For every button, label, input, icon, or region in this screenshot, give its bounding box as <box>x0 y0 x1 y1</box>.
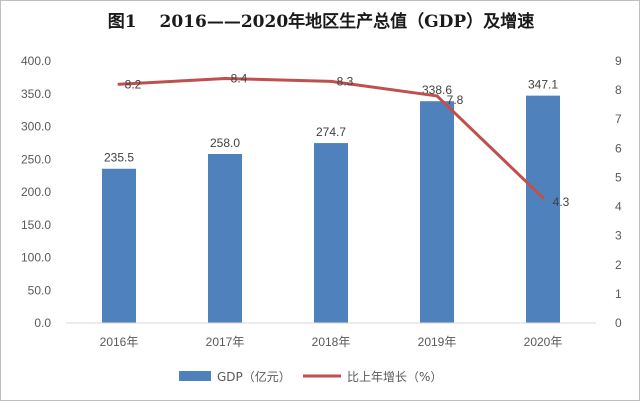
gdp-bar <box>102 168 136 323</box>
y-left-tick-label: 300.0 <box>21 120 51 134</box>
gdp-bar-label: 235.5 <box>104 151 134 165</box>
gdp-bar <box>526 95 560 323</box>
growth-label: 8.4 <box>231 71 248 85</box>
growth-point <box>435 94 439 98</box>
x-tick-label: 2016年 <box>100 335 139 349</box>
x-tick-label: 2019年 <box>418 335 457 349</box>
y-right-tick-label: 1 <box>615 287 622 301</box>
growth-label: 7.8 <box>447 93 464 107</box>
y-right-tick-label: 6 <box>615 141 622 155</box>
y-left-tick-label: 50.0 <box>28 283 52 297</box>
x-tick-label: 2020年 <box>524 335 563 349</box>
y-right-tick-label: 9 <box>615 54 622 68</box>
legend-label-gdp: GDP（亿元） <box>217 369 291 384</box>
x-tick-label: 2018年 <box>312 335 351 349</box>
growth-point <box>117 82 121 86</box>
y-right-tick-label: 8 <box>615 83 622 97</box>
y-left-tick-label: 250.0 <box>21 152 51 166</box>
y-right-tick-label: 2 <box>615 258 622 272</box>
growth-point <box>329 79 333 83</box>
y-left-tick-label: 350.0 <box>21 87 51 101</box>
chart-title: 图1 2016——2020年地区生产总值（GDP）及增速 <box>107 12 535 32</box>
y-left-tick-label: 150.0 <box>21 218 51 232</box>
gdp-bar <box>208 154 242 323</box>
gdp-bar <box>314 143 348 323</box>
growth-label: 8.2 <box>125 77 142 91</box>
growth-label: 4.3 <box>553 195 570 209</box>
y-right-tick-label: 4 <box>615 200 622 214</box>
growth-point <box>541 196 545 200</box>
growth-point <box>223 76 227 80</box>
y-left-tick-label: 400.0 <box>21 54 51 68</box>
x-tick-label: 2017年 <box>206 335 245 349</box>
y-right-tick-label: 0 <box>615 316 622 330</box>
legend-swatch-gdp <box>179 371 211 381</box>
gdp-bar-label: 274.7 <box>316 125 346 139</box>
growth-label: 8.3 <box>337 74 354 88</box>
y-left-tick-label: 0.0 <box>34 316 51 330</box>
gdp-bar-label: 258.0 <box>210 136 240 150</box>
gdp-bar <box>420 101 454 323</box>
gdp-bar-label: 347.1 <box>528 78 558 92</box>
y-left-tick-label: 100.0 <box>21 251 51 265</box>
y-right-tick-label: 5 <box>615 170 622 184</box>
y-right-tick-label: 7 <box>615 112 622 126</box>
y-right-tick-label: 3 <box>615 229 622 243</box>
legend-label-growth: 比上年增长（%） <box>347 370 442 384</box>
y-left-tick-label: 200.0 <box>21 185 51 199</box>
